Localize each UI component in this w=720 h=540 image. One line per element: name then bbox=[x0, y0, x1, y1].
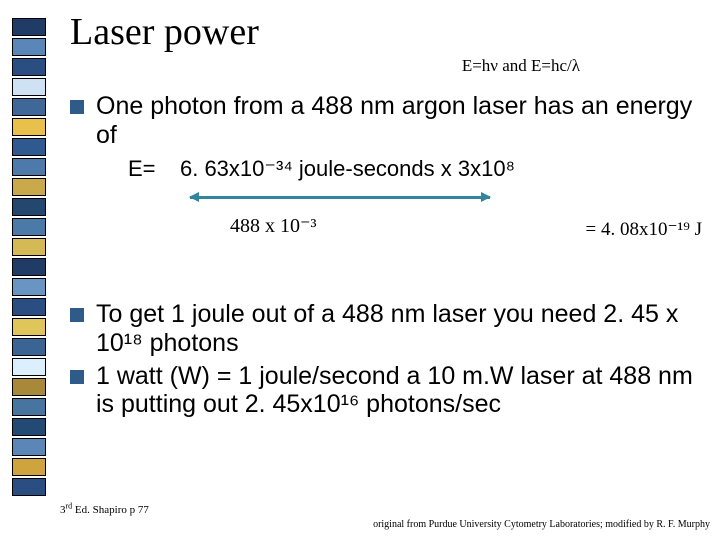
fraction-bar-icon bbox=[190, 196, 490, 199]
bullet-3: 1 watt (W) = 1 joule/second a 10 m.W las… bbox=[70, 362, 700, 420]
energy-equations: E=hν and E=hc/λ bbox=[462, 56, 580, 76]
footer-ed-rest: Ed. Shapiro p 77 bbox=[72, 504, 149, 516]
numerator: 6. 63x10⁻³⁴ joule-seconds x 3x10⁸ bbox=[180, 156, 515, 181]
bullet-1: One photon from a 488 nm argon laser has… bbox=[70, 92, 700, 150]
slide-title: Laser power bbox=[70, 10, 259, 54]
bullet-marker-icon bbox=[70, 308, 84, 322]
fraction-bar-wrap bbox=[190, 196, 490, 199]
bullet-marker-icon bbox=[70, 100, 84, 114]
footer-attribution: original from Purdue University Cytometr… bbox=[373, 519, 710, 530]
result-value: = 4. 08x10⁻¹⁹ J bbox=[586, 218, 702, 241]
e-label: E= bbox=[128, 156, 156, 181]
footer-citation: 3rd Ed. Shapiro p 77 bbox=[60, 504, 149, 516]
bullet-2: To get 1 joule out of a 488 nm laser you… bbox=[70, 300, 700, 358]
equation-line: E= 6. 63x10⁻³⁴ joule-seconds x 3x10⁸ bbox=[128, 156, 700, 182]
bullet-marker-icon bbox=[70, 370, 84, 384]
bullet-2-text: To get 1 joule out of a 488 nm laser you… bbox=[96, 300, 700, 358]
bullet-1-text: One photon from a 488 nm argon laser has… bbox=[96, 92, 700, 150]
decorative-sidebar bbox=[12, 18, 48, 520]
bullet-3-text: 1 watt (W) = 1 joule/second a 10 m.W las… bbox=[96, 362, 700, 420]
